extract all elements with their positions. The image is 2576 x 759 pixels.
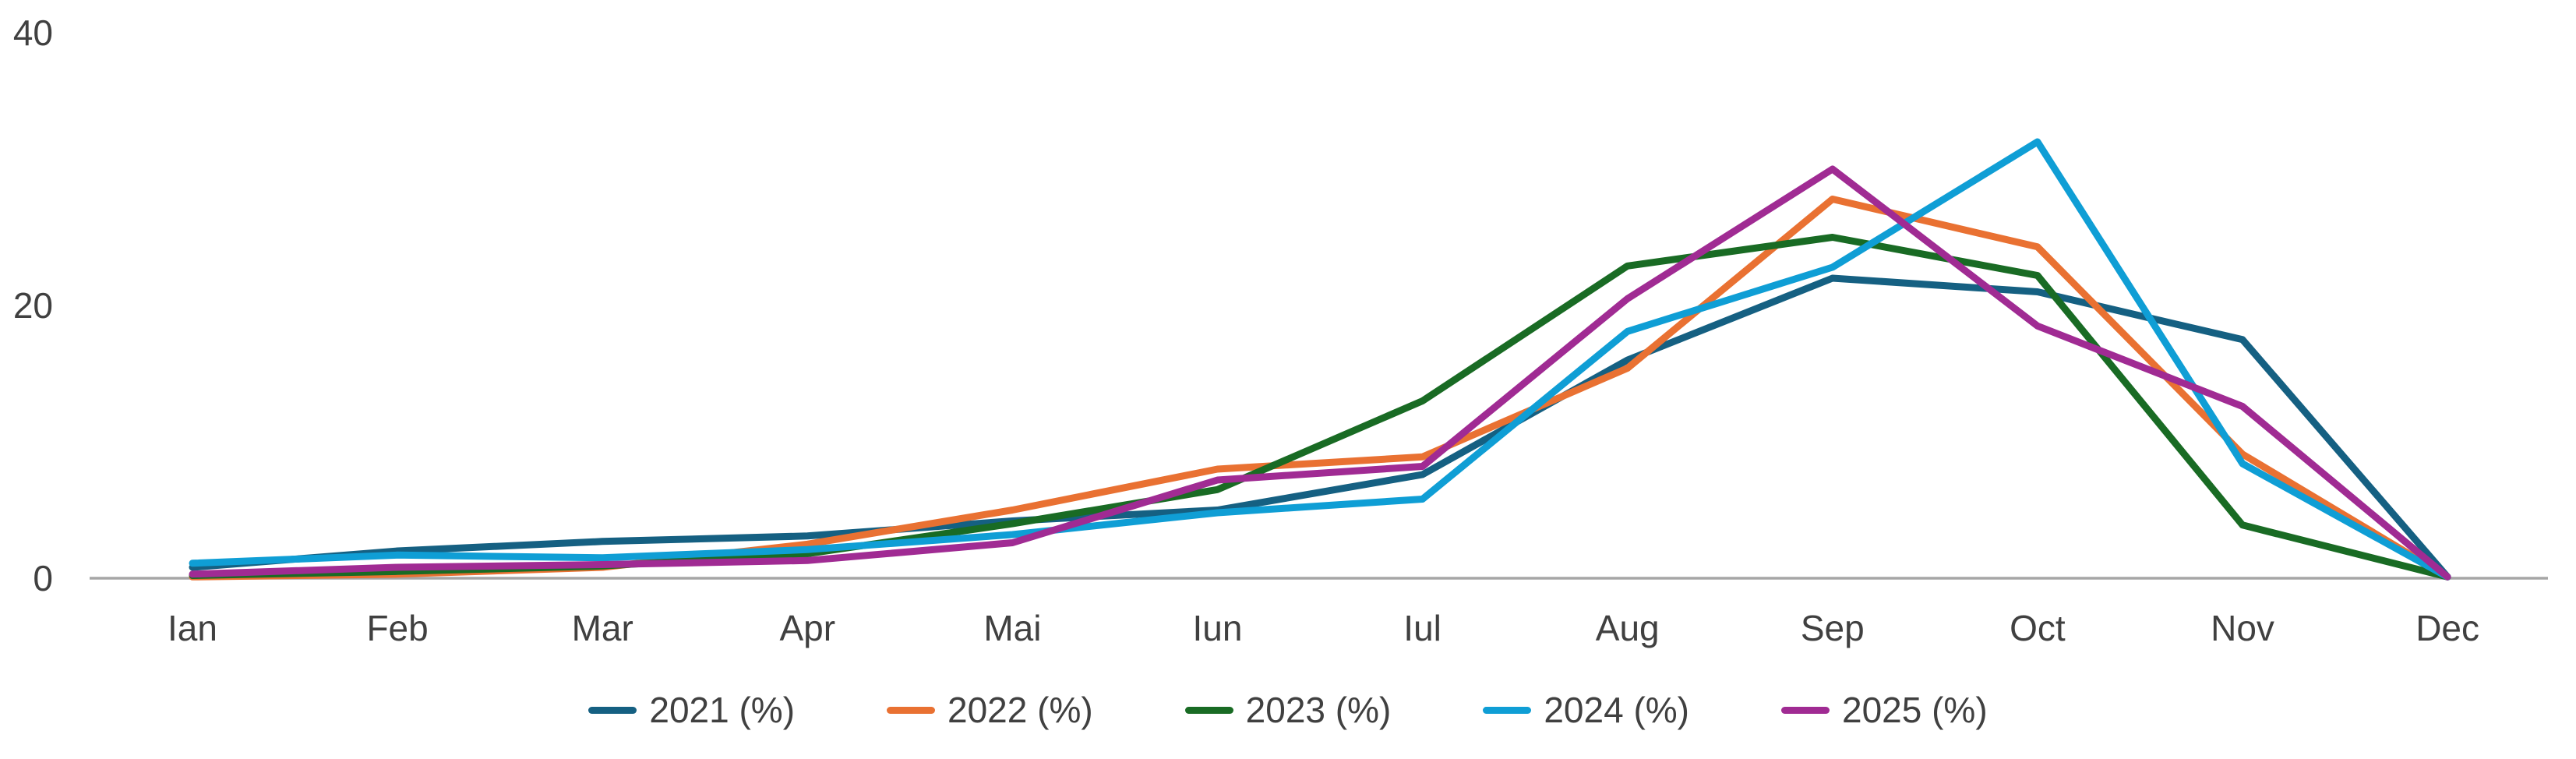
- y-axis-tick-label: 0: [33, 558, 53, 598]
- series-line-2025: [189, 165, 2451, 581]
- legend-label: 2025 (%): [1841, 690, 1988, 730]
- legend-label: 2021 (%): [649, 690, 796, 730]
- x-axis-tick-label: Mai: [983, 608, 1041, 648]
- legend-swatch-icon: [1184, 706, 1233, 714]
- legend-swatch-icon: [588, 706, 637, 714]
- legend-item-2025: 2025 (%): [1780, 689, 1988, 731]
- x-axis-tick-label: Iun: [1193, 608, 1243, 648]
- y-axis-tick-label: 40: [13, 12, 53, 53]
- legend-swatch-icon: [1483, 706, 1532, 714]
- legend-swatch-icon: [887, 706, 936, 714]
- x-axis-tick-label: Feb: [366, 608, 428, 648]
- series-line-2024: [189, 138, 2451, 581]
- x-axis-tick-label: Aug: [1596, 608, 1660, 648]
- legend-swatch-icon: [1780, 706, 1830, 714]
- chart-legend: 2021 (%) 2022 (%) 2023 (%) 2024 (%) 2025 (%): [0, 689, 2576, 731]
- x-axis-tick-label: Sep: [1801, 608, 1865, 648]
- legend-label: 2022 (%): [947, 690, 1093, 730]
- x-axis-tick-label: Nov: [2211, 608, 2274, 648]
- y-axis-tick-label: 20: [13, 285, 53, 326]
- x-axis-tick-label: Iul: [1403, 608, 1442, 648]
- legend-item-2021: 2021 (%): [588, 689, 795, 731]
- legend-label: 2024 (%): [1544, 690, 1689, 730]
- x-axis-tick-label: Apr: [780, 608, 836, 648]
- legend-item-2022: 2022 (%): [887, 689, 1093, 731]
- x-axis-tick-label: Ian: [168, 608, 217, 648]
- legend-item-2023: 2023 (%): [1184, 689, 1392, 731]
- legend-label: 2023 (%): [1245, 690, 1392, 730]
- line-chart: 0 20 40 Ian Feb Mar Apr Mai Iun Iul Aug Sep Oct Nov De…: [13, 12, 2548, 648]
- x-axis-tick-label: Dec: [2415, 608, 2479, 648]
- series-line-2021: [189, 274, 2451, 581]
- series-line-2023: [189, 234, 2451, 581]
- x-axis-tick-label: Mar: [572, 608, 633, 648]
- x-axis-tick-label: Oct: [2010, 608, 2066, 648]
- legend-item-2024: 2024 (%): [1483, 689, 1689, 731]
